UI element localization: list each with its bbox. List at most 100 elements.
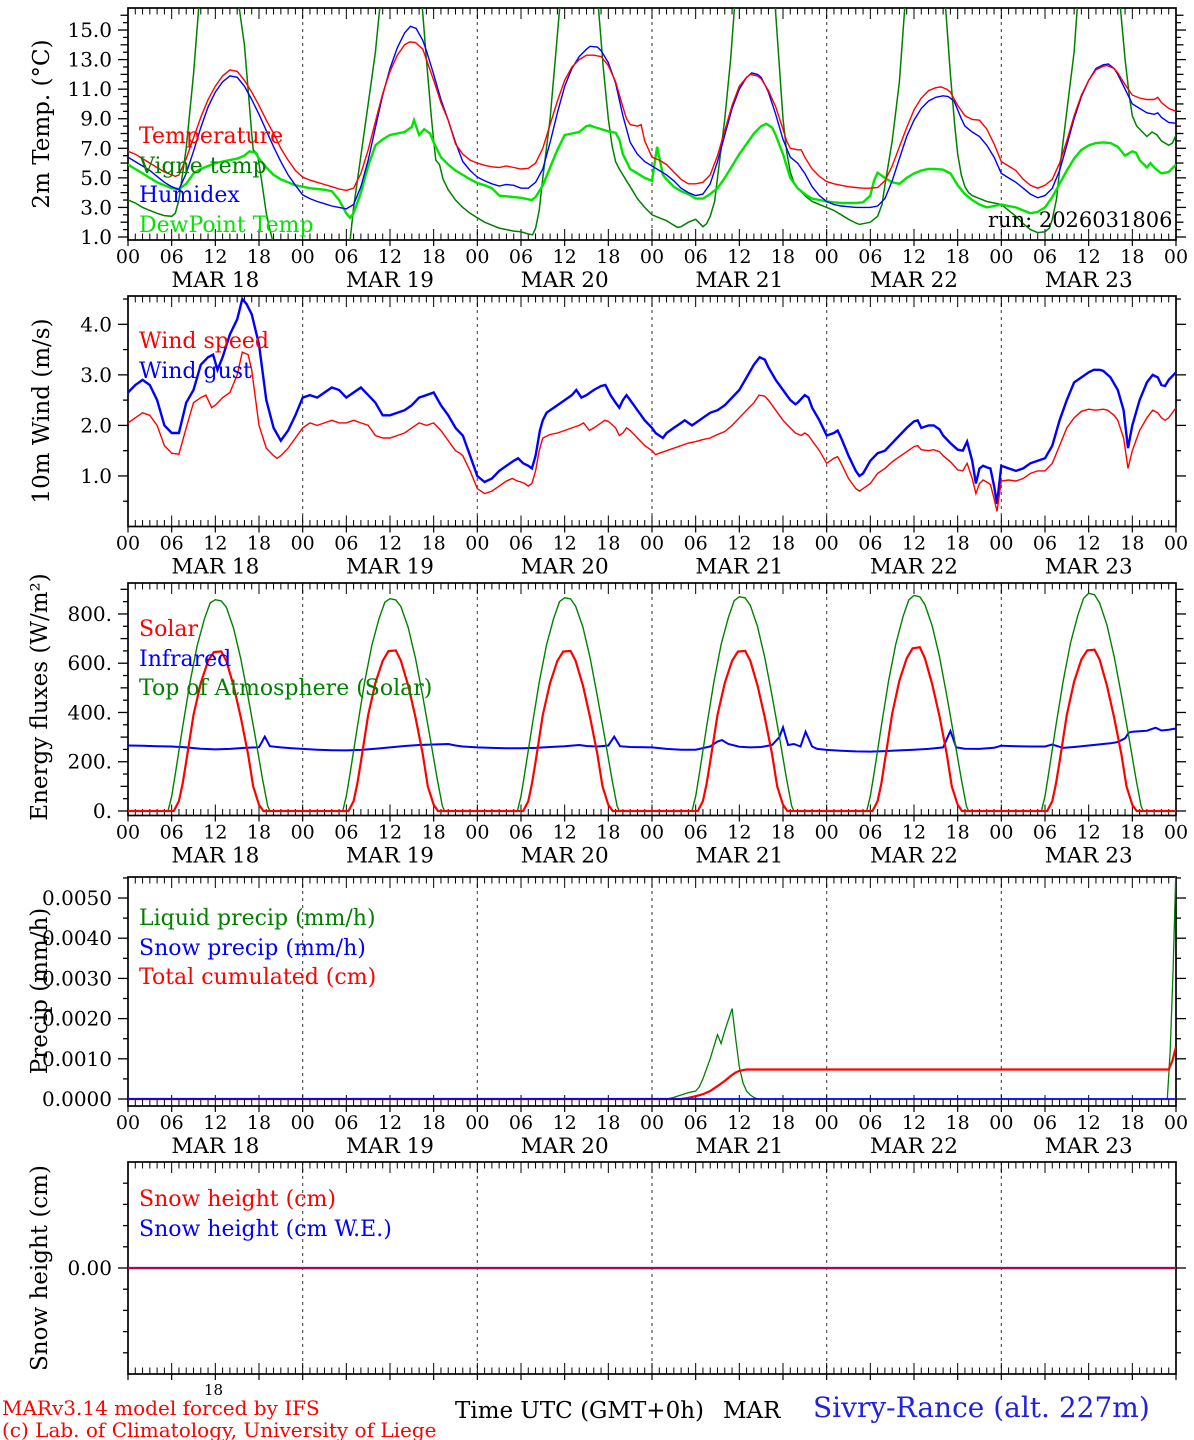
panel-frame (127, 7, 1177, 241)
x-hour-label: 18 (946, 246, 970, 268)
x-hour-label: 12 (553, 822, 577, 844)
series-dewpoint-temp-line (128, 116, 1176, 220)
x-hour-label: 00 (640, 246, 664, 268)
legend-item-snow-precip: Snow precip (mm/h) (139, 935, 366, 961)
x-day-label: MAR 23 (1045, 844, 1133, 869)
x-day-label: MAR 23 (1045, 1134, 1133, 1159)
series-wind-speed-line (128, 351, 1176, 512)
y-tick-label: 13.0 (67, 48, 112, 72)
x-hour-label: 06 (1033, 822, 1057, 844)
x-hour-label: 00 (815, 822, 839, 844)
x-hour-label: 00 (815, 533, 839, 555)
legend-item-vigne-temp: Vigne temp (139, 153, 267, 179)
legend-item-toa-solar: Top of Atmosphere (Solar) (139, 676, 433, 701)
y-tick-label: 600. (67, 651, 112, 675)
x-hour-label: 12 (1077, 246, 1101, 268)
x-hour-label: 06 (334, 246, 358, 268)
y-tick-label: 3.0 (80, 195, 112, 219)
x-hour-label: 18 (247, 1112, 271, 1134)
y-tick-label: 1.0 (80, 225, 112, 249)
x-day-label: MAR 23 (1045, 268, 1133, 293)
x-hour-label: 06 (160, 533, 184, 555)
legend-item-solar: Solar (139, 617, 198, 642)
x-day-label: MAR 19 (346, 268, 434, 293)
y-tick-label: 1.0 (80, 464, 112, 488)
y-tick-label: 0.0020 (42, 1007, 112, 1031)
x-hour-label: 00 (989, 822, 1013, 844)
y-tick-label: 0.0030 (42, 966, 112, 990)
x-hour-label: 00 (116, 246, 140, 268)
legend-precip-panel: Liquid precip (mm/h) Snow precip (mm/h) … (139, 904, 376, 993)
x-hour-label: 12 (1077, 822, 1101, 844)
y-axis-title-wind: 10m Wind (m/s) (29, 318, 55, 504)
x-axis-title: Time UTC (GMT+0h) (455, 1398, 704, 1424)
y-tick-label: 200. (67, 750, 112, 774)
x-hour-label: 06 (858, 822, 882, 844)
x-hour-label: 00 (291, 1112, 315, 1134)
x-day-label: MAR 18 (171, 555, 259, 580)
x-hour-label: 12 (1077, 1112, 1101, 1134)
x-hour-label: 00 (989, 533, 1013, 555)
x-hour-label: 06 (684, 822, 708, 844)
model-credit-line1: MARv3.14 model forced by IFS (2, 1396, 320, 1420)
x-hour-label: 00 (116, 533, 140, 555)
x-hour-label: 12 (378, 246, 402, 268)
x-hour-label: 06 (509, 1112, 533, 1134)
x-hour-label: 06 (334, 533, 358, 555)
x-hour-label: 12 (902, 246, 926, 268)
x-hour-label: 00 (1164, 822, 1188, 844)
x-hour-label: 18 (596, 1112, 620, 1134)
legend-item-humidex: Humidex (139, 183, 240, 208)
y-tick-label: 0.0040 (42, 926, 112, 950)
x-hour-label: 12 (203, 533, 227, 555)
y-tick-label: 400. (67, 700, 112, 724)
model-name-label: MAR (723, 1398, 781, 1424)
y-tick-label: 5.0 (80, 166, 112, 190)
legend-wind-panel: Wind speed Wind gust (139, 327, 269, 386)
legend-item-snow-height-we: Snow height (cm W.E.) (139, 1216, 392, 1242)
x-hour-label: 18 (247, 822, 271, 844)
x-hour-label: 18 (422, 1112, 446, 1134)
x-hour-label: 18 (1120, 822, 1144, 844)
x-hour-label: 18 (422, 822, 446, 844)
x-day-label: MAR 20 (521, 555, 609, 580)
x-hour-label: 12 (203, 246, 227, 268)
x-hour-label: 06 (1033, 246, 1057, 268)
x-day-label: MAR 22 (870, 268, 958, 293)
x-hour-label: 18 (596, 533, 620, 555)
x-hour-label: 06 (509, 822, 533, 844)
x-hour-label: 18 (247, 533, 271, 555)
series-total-cumulated-cm-line (128, 1046, 1176, 1101)
x-day-label: MAR 21 (695, 555, 783, 580)
x-hour-label: 18 (771, 533, 795, 555)
x-hour-label: 00 (1164, 1112, 1188, 1134)
x-hour-label: 06 (858, 246, 882, 268)
x-hour-label: 00 (640, 1112, 664, 1134)
x-hour-label: 00 (465, 822, 489, 844)
series-solar-line (128, 645, 1176, 813)
y-tick-label: 0.00 (67, 1256, 112, 1280)
y-tick-label: 15.0 (67, 18, 112, 42)
legend-temperature-panel: Temperature Vigne temp Humidex DewPoint … (139, 122, 314, 240)
x-hour-label: 18 (946, 1112, 970, 1134)
legend-item-wind-speed: Wind speed (139, 329, 270, 354)
x-hour-label: 00 (989, 1112, 1013, 1134)
y-tick-label: 3.0 (80, 363, 112, 387)
x-hour-label: 00 (465, 246, 489, 268)
x-hour-label: 00 (116, 822, 140, 844)
legend-item-liquid-precip: Liquid precip (mm/h) (139, 906, 376, 931)
x-day-label: MAR 20 (521, 844, 609, 869)
x-day-label: MAR 19 (346, 555, 434, 580)
x-hour-label: 00 (291, 822, 315, 844)
x-hour-label: 00 (815, 246, 839, 268)
model-credit-line2: (c) Lab. of Climatology, University of L… (2, 1418, 437, 1440)
y-tick-label: 4.0 (80, 312, 112, 336)
x-day-label: MAR 22 (870, 844, 958, 869)
x-hour-label: 06 (1033, 533, 1057, 555)
x-day-label: MAR 21 (695, 1134, 783, 1159)
x-hour-label: 12 (378, 533, 402, 555)
x-hour-label: 18 (771, 1112, 795, 1134)
series-humidex-line (128, 25, 1176, 210)
